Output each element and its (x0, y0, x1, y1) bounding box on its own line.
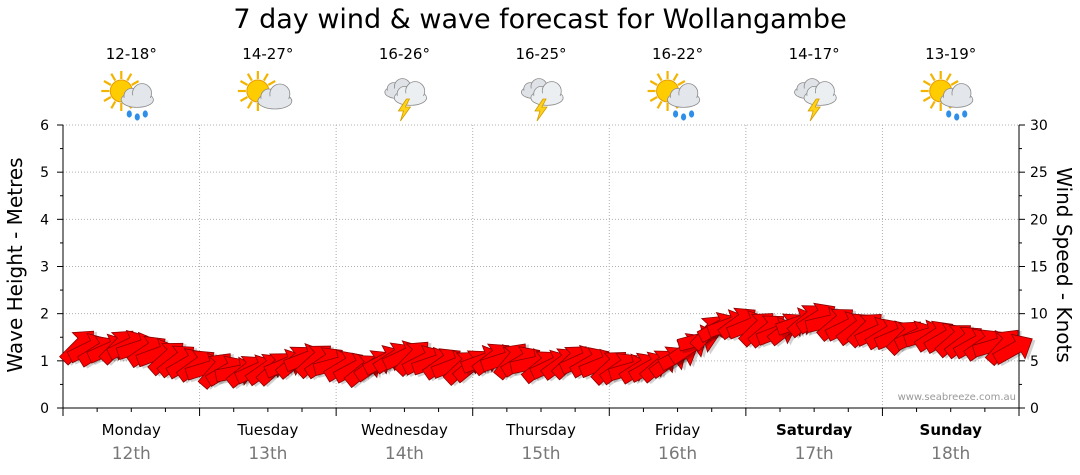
sun-cloud-rain-icon (647, 71, 701, 121)
temperature-range: 14-27° (242, 45, 293, 63)
day-label: Sunday (920, 421, 983, 439)
x-axis-labels: Monday 12th Tuesday 13th Wednesday 14th Thursd… (102, 421, 982, 464)
temperature-range: 13-19° (925, 45, 976, 63)
temperature-range: 16-22° (652, 45, 703, 63)
date-label: 18th (931, 444, 970, 464)
sun-cloud-icon (237, 71, 293, 111)
right-tick-label: 5 (1030, 354, 1039, 370)
left-axis-ticks: 0 1 2 3 4 5 6 (40, 118, 49, 417)
date-label: 14th (385, 444, 424, 464)
storm-icon (794, 78, 837, 122)
date-label: 16th (658, 444, 697, 464)
day-label: Tuesday (236, 421, 298, 439)
day-label: Friday (655, 421, 701, 439)
right-tick-label: 20 (1030, 212, 1048, 228)
chart-title: 7 day wind & wave forecast for Wollangam… (233, 4, 847, 35)
right-tick-label: 25 (1030, 165, 1048, 181)
day-label: Wednesday (361, 421, 448, 439)
right-tick-label: 0 (1030, 401, 1039, 417)
right-axis-label: Wind Speed - Knots (1052, 167, 1076, 363)
left-axis-label: Wave Height - Metres (3, 157, 27, 372)
date-label: 15th (521, 444, 560, 464)
temperature-range: 12-18° (106, 45, 157, 63)
left-tick-label: 5 (40, 165, 49, 181)
wind-arrow (992, 333, 1036, 367)
day-label: Monday (102, 421, 161, 439)
left-tick-label: 2 (40, 307, 49, 323)
temperature-range: 16-26° (379, 45, 430, 63)
day-header: 12-18° 14-27° 16-26° 16-25° 16-22° 14-17° 13-1… (101, 45, 976, 122)
day-label: Saturday (776, 421, 853, 439)
temperature-range: 14-17° (789, 45, 840, 63)
sun-cloud-rain-icon (101, 71, 154, 121)
right-axis-ticks: 0 5 10 15 20 25 30 (1030, 118, 1048, 417)
date-label: 12th (112, 444, 151, 464)
storm-icon (384, 78, 427, 122)
watermark: www.seabreeze.com.au (898, 392, 1016, 403)
left-tick-label: 0 (40, 401, 49, 417)
date-label: 13th (248, 444, 287, 464)
left-tick-label: 3 (40, 260, 49, 276)
day-label: Thursday (505, 421, 576, 439)
right-tick-label: 15 (1030, 260, 1048, 276)
date-label: 17th (795, 444, 834, 464)
left-tick-label: 4 (40, 212, 49, 228)
right-tick-label: 10 (1030, 307, 1048, 323)
wind-arrow-series (59, 302, 1036, 390)
sun-cloud-rain-icon (920, 71, 974, 121)
storm-icon (521, 78, 564, 122)
left-tick-label: 1 (40, 354, 49, 370)
temperature-range: 16-25° (515, 45, 566, 63)
right-tick-label: 30 (1030, 118, 1048, 134)
left-tick-label: 6 (40, 118, 49, 134)
axes (57, 124, 1025, 416)
